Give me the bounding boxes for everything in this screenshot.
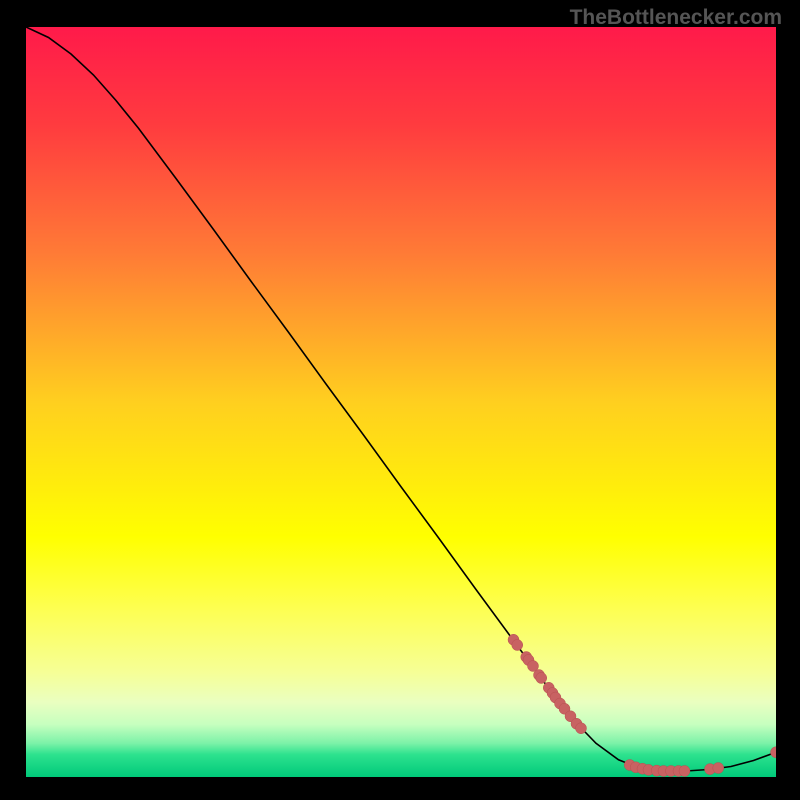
plot-area [26, 27, 776, 777]
data-marker [771, 747, 777, 758]
data-marker [512, 640, 523, 651]
data-marker [536, 673, 547, 684]
data-marker [679, 766, 690, 777]
chart-container: TheBottlenecker.com [0, 0, 800, 800]
data-marker [576, 723, 587, 734]
data-marker [713, 763, 724, 774]
bottleneck-curve [26, 27, 776, 771]
data-markers [508, 634, 776, 776]
watermark-text: TheBottlenecker.com [570, 6, 782, 30]
curve-svg [26, 27, 776, 777]
